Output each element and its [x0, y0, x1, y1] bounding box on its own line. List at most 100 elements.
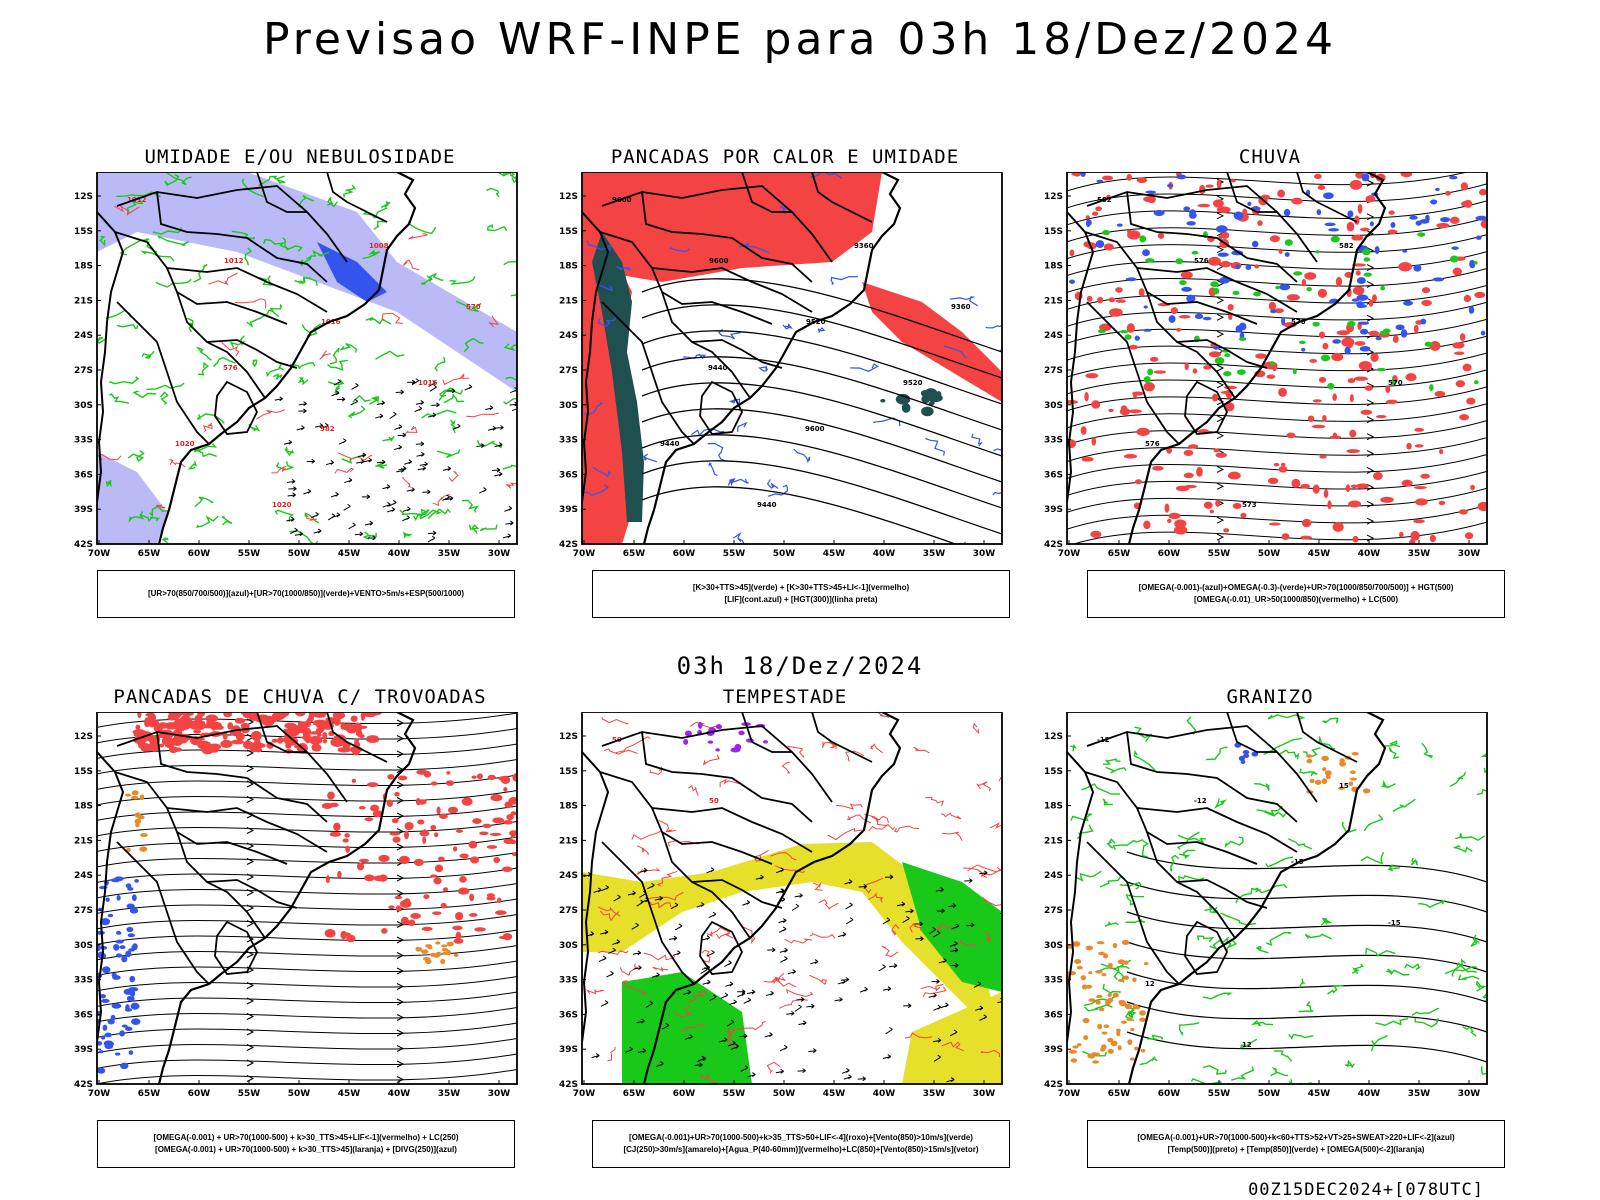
lon-tick-label: 35W: [438, 1089, 461, 1099]
jet-stream-area: [582, 842, 992, 1012]
coastline: [1127, 712, 1387, 1084]
lon-tick-label: 35W: [923, 1089, 946, 1099]
contour-label: 576: [1194, 257, 1209, 265]
lat-tick-label: 24S: [74, 871, 93, 881]
legend-line: [OMEGA(-0.01)_UR>50(1000/850)(vermelho) …: [1193, 595, 1399, 604]
lon-tick-label: 30W: [488, 549, 511, 559]
panel-title: PANCADAS POR CALOR E UMIDADE: [610, 146, 960, 168]
wind-vectors: [583, 867, 1002, 1083]
lat-tick-label: 21S: [74, 296, 93, 306]
west-coastline: [582, 751, 610, 1043]
lon-tick-label: 35W: [923, 549, 946, 559]
divergence-area: [97, 876, 141, 1074]
lat-tick-label: 12S: [559, 732, 578, 742]
lon-tick-label: 35W: [1408, 1089, 1431, 1099]
jet-stream-area: [902, 992, 1002, 1084]
instability-area: [862, 282, 1002, 402]
legend-line: [CJ(250)>30m/s](amarelo)+[Agua_P(40-60mm…: [623, 1145, 979, 1154]
contour-label: 9600: [805, 425, 825, 433]
omega-area: [1067, 939, 1149, 1064]
panel-title: UMIDADE E/OU NEBULOSIDADE: [144, 146, 456, 168]
wind-850-area: [902, 862, 1002, 992]
contour-label: 1008: [369, 242, 389, 250]
map-frame: [1066, 712, 1488, 1085]
contour-label: 582: [1339, 242, 1354, 250]
contour-label: 576: [1145, 440, 1160, 448]
lat-tick-label: 27S: [74, 906, 93, 916]
lat-tick-label: 42S: [559, 1080, 578, 1090]
lon-tick-label: 40W: [388, 1089, 411, 1099]
contour-label: 12: [1145, 980, 1155, 988]
lat-tick-label: 33S: [559, 436, 578, 446]
lat-tick-label: 36S: [74, 470, 93, 480]
lon-tick-label: 40W: [873, 549, 896, 559]
lon-tick-label: 40W: [388, 549, 411, 559]
lon-tick-label: 50W: [1258, 549, 1281, 559]
lat-tick-label: 18S: [1044, 802, 1063, 812]
contour-label: 9520: [903, 379, 923, 387]
legend-box: [OMEGA(-0.001)+UR>70(1000-500)+k>35_TTS>…: [592, 1120, 1010, 1168]
contour-label: -12: [1194, 797, 1207, 805]
legend-line: [UR>70(850/700/500)](azul)+[UR>70(1000/8…: [147, 589, 465, 598]
lat-tick-label: 39S: [559, 505, 578, 515]
lon-tick-label: 60W: [1158, 549, 1181, 559]
lon-tick-label: 55W: [723, 549, 746, 559]
lat-tick-label: 33S: [1044, 436, 1063, 446]
lon-tick-label: 45W: [338, 549, 361, 559]
lat-tick-label: 27S: [1044, 906, 1063, 916]
lon-tick-label: 45W: [1308, 1089, 1331, 1099]
lat-tick-label: 15S: [1044, 767, 1063, 777]
map-frame: [96, 712, 518, 1085]
map-canvas: 101210121016101610201020100857057658212S…: [74, 172, 518, 559]
lat-tick-label: 33S: [74, 436, 93, 446]
lat-tick-label: 24S: [559, 871, 578, 881]
lon-tick-label: 30W: [973, 1089, 996, 1099]
lat-tick-label: 18S: [559, 262, 578, 272]
lon-tick-label: 40W: [873, 1089, 896, 1099]
map-canvas: 9600960095209520944094409360936094409600…: [559, 172, 1003, 559]
map-frame: [1066, 172, 1488, 545]
lon-tick-label: 50W: [773, 1089, 796, 1099]
lifted-index-contours: [582, 172, 1002, 544]
lon-tick-label: 35W: [1408, 549, 1431, 559]
legend-line: [K>30+TTS>45](verde) + [K>30+TTS>45+LI<-…: [692, 583, 910, 592]
lat-tick-label: 18S: [1044, 262, 1063, 272]
lon-tick-label: 65W: [623, 1089, 646, 1099]
legend-box: [UR>70(850/700/500)](azul)+[UR>70(1000/8…: [97, 570, 515, 618]
lat-tick-label: 33S: [559, 976, 578, 986]
map-frame: [96, 172, 518, 545]
contour-label: 50: [709, 797, 719, 805]
contour-label: 9440: [708, 364, 728, 372]
panel-trovoadas: PANCADAS DE CHUVA C/ TROVOADAS 12S 15S 18S…: [60, 686, 540, 1176]
lat-tick-label: 42S: [1044, 540, 1063, 550]
lon-tick-label: 70W: [88, 549, 111, 559]
lat-tick-label: 36S: [559, 470, 578, 480]
rain-area: [1067, 172, 1487, 544]
lon-tick-label: 60W: [188, 1089, 211, 1099]
lat-tick-label: 36S: [1044, 1010, 1063, 1020]
lat-tick-label: 27S: [74, 366, 93, 376]
contour-label: 1012: [224, 257, 244, 265]
lat-tick-label: 42S: [74, 1080, 93, 1090]
coastline: [642, 172, 902, 544]
lat-tick-label: 30S: [74, 401, 93, 411]
coastline: [157, 172, 417, 544]
map-frame: [581, 172, 1003, 545]
lat-tick-label: 27S: [559, 906, 578, 916]
lon-tick-label: 45W: [1308, 549, 1331, 559]
humidity-upper-area: [97, 172, 517, 392]
contour-label: -15: [1388, 919, 1401, 927]
coastline: [642, 712, 902, 1084]
lon-tick-label: 30W: [1458, 549, 1481, 559]
lon-tick-label: 40W: [1358, 1089, 1381, 1099]
country-borders: [114, 172, 388, 445]
map-canvas: 505012S15S18S21S24S27S30S33S36S39S42S70W…: [559, 712, 1003, 1099]
lat-tick-label: 24S: [1044, 871, 1063, 881]
lon-tick-label: 70W: [1058, 1089, 1081, 1099]
lat-tick-label: 30S: [559, 401, 578, 411]
panel-title: CHUVA: [1238, 146, 1302, 168]
lat-tick-label: 30S: [1044, 401, 1063, 411]
lat-tick-label: 27S: [559, 366, 578, 376]
legend-line: [OMEGA(-0.001)+UR>70(1000-500)+k<60+TTS>…: [1137, 1133, 1455, 1142]
legend-line: [OMEGA(-0.001)-(azul)+OMEGA(-0.3)-(verde…: [1138, 583, 1454, 592]
